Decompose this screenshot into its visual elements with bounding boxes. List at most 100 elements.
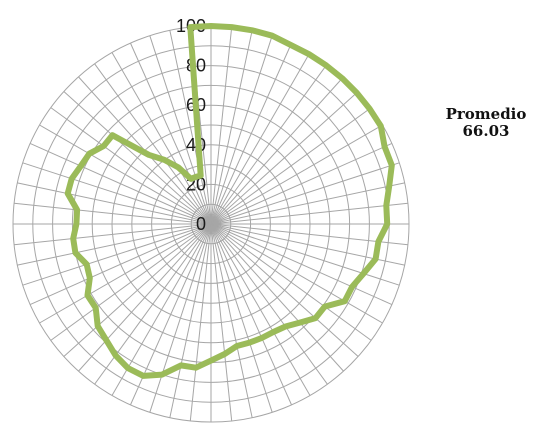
grid-spoke xyxy=(210,223,359,357)
grid-spoke xyxy=(39,223,212,324)
grid-spoke xyxy=(210,124,383,225)
data-point xyxy=(231,26,233,28)
data-point xyxy=(195,176,197,178)
data-point xyxy=(299,322,301,324)
grid-spoke xyxy=(210,162,400,225)
grid-spoke xyxy=(111,52,212,225)
grid-spoke xyxy=(149,223,212,413)
series-line xyxy=(64,23,395,379)
data-point xyxy=(163,159,165,161)
data-point xyxy=(236,345,238,347)
data-point xyxy=(285,326,286,327)
data-point xyxy=(80,165,82,167)
data-point xyxy=(385,205,387,207)
data-point xyxy=(89,277,91,279)
data-point xyxy=(356,92,358,94)
grid-spoke xyxy=(29,223,212,305)
grid-spoke xyxy=(63,223,212,357)
data-point xyxy=(148,154,150,156)
series-layer xyxy=(64,23,395,379)
data-point xyxy=(74,252,76,254)
average-label: Promedio xyxy=(445,105,527,123)
average-value: 66.03 xyxy=(462,122,510,140)
data-point xyxy=(190,178,192,180)
grid-spoke xyxy=(17,182,212,225)
grid-spoke xyxy=(50,107,212,225)
grid-spoke xyxy=(210,30,253,225)
data-point xyxy=(177,166,179,168)
data-point xyxy=(97,325,99,327)
grid-spoke xyxy=(210,223,253,418)
data-point xyxy=(87,294,88,296)
grid-spoke xyxy=(210,223,311,396)
data-point xyxy=(271,35,273,37)
grid-spoke xyxy=(50,223,212,341)
data-point xyxy=(210,360,212,362)
grid-spoke xyxy=(210,63,328,225)
data-point xyxy=(210,25,212,27)
grid-spoke xyxy=(149,35,212,225)
data-point xyxy=(76,209,78,211)
grid-spoke xyxy=(63,91,212,225)
data-point xyxy=(180,364,182,366)
grid-spoke xyxy=(210,27,233,225)
grid-spoke xyxy=(210,42,292,225)
grid-spoke xyxy=(22,223,212,286)
data-point xyxy=(290,44,292,46)
data-point xyxy=(251,29,253,31)
data-point xyxy=(375,258,377,260)
grid-spoke xyxy=(210,223,408,246)
grid-spoke xyxy=(39,124,212,225)
grid-spoke xyxy=(210,76,344,225)
data-point xyxy=(315,317,316,319)
grid-spoke xyxy=(189,223,212,421)
grid-spoke xyxy=(210,107,372,225)
data-point xyxy=(351,286,353,288)
average-annotation: Promedio 66.03 xyxy=(438,106,534,140)
grid-spoke xyxy=(210,223,273,413)
data-point xyxy=(189,26,191,28)
grid-spoke xyxy=(22,162,212,225)
data-point xyxy=(127,367,129,369)
data-point xyxy=(71,178,73,180)
data-point xyxy=(105,339,107,341)
data-point xyxy=(88,153,90,155)
grid-spoke xyxy=(210,223,372,341)
data-point xyxy=(95,307,97,309)
data-point xyxy=(380,125,382,127)
data-point xyxy=(75,223,77,225)
data-point xyxy=(224,353,226,355)
grid-spoke xyxy=(14,223,212,246)
data-point xyxy=(369,108,371,110)
grid-spoke xyxy=(210,143,393,225)
grid-spoke xyxy=(210,223,233,421)
grid-spoke xyxy=(14,202,212,225)
grid-spoke xyxy=(94,63,212,225)
grid-spoke xyxy=(78,223,212,372)
data-point xyxy=(115,354,117,356)
grid-spokes xyxy=(13,26,409,422)
grid-spoke xyxy=(169,223,212,418)
data-point xyxy=(72,238,74,239)
data-point xyxy=(195,367,197,369)
data-point xyxy=(391,164,393,166)
grid-spoke xyxy=(210,91,359,225)
grid-spoke xyxy=(210,223,328,385)
data-point xyxy=(261,337,263,339)
data-point xyxy=(325,64,327,66)
data-point xyxy=(67,193,69,194)
grid-spoke xyxy=(210,35,273,225)
data-point xyxy=(386,223,388,225)
data-point xyxy=(341,77,343,79)
data-point xyxy=(200,175,202,177)
data-point xyxy=(161,374,163,376)
grid-spoke xyxy=(169,30,212,225)
data-point xyxy=(142,375,144,377)
data-point xyxy=(272,331,274,333)
grid-spoke xyxy=(29,143,212,225)
data-point xyxy=(377,241,379,243)
radial-tick-label: 0 xyxy=(196,214,206,234)
grid-spoke xyxy=(130,42,212,225)
data-point xyxy=(308,53,310,55)
